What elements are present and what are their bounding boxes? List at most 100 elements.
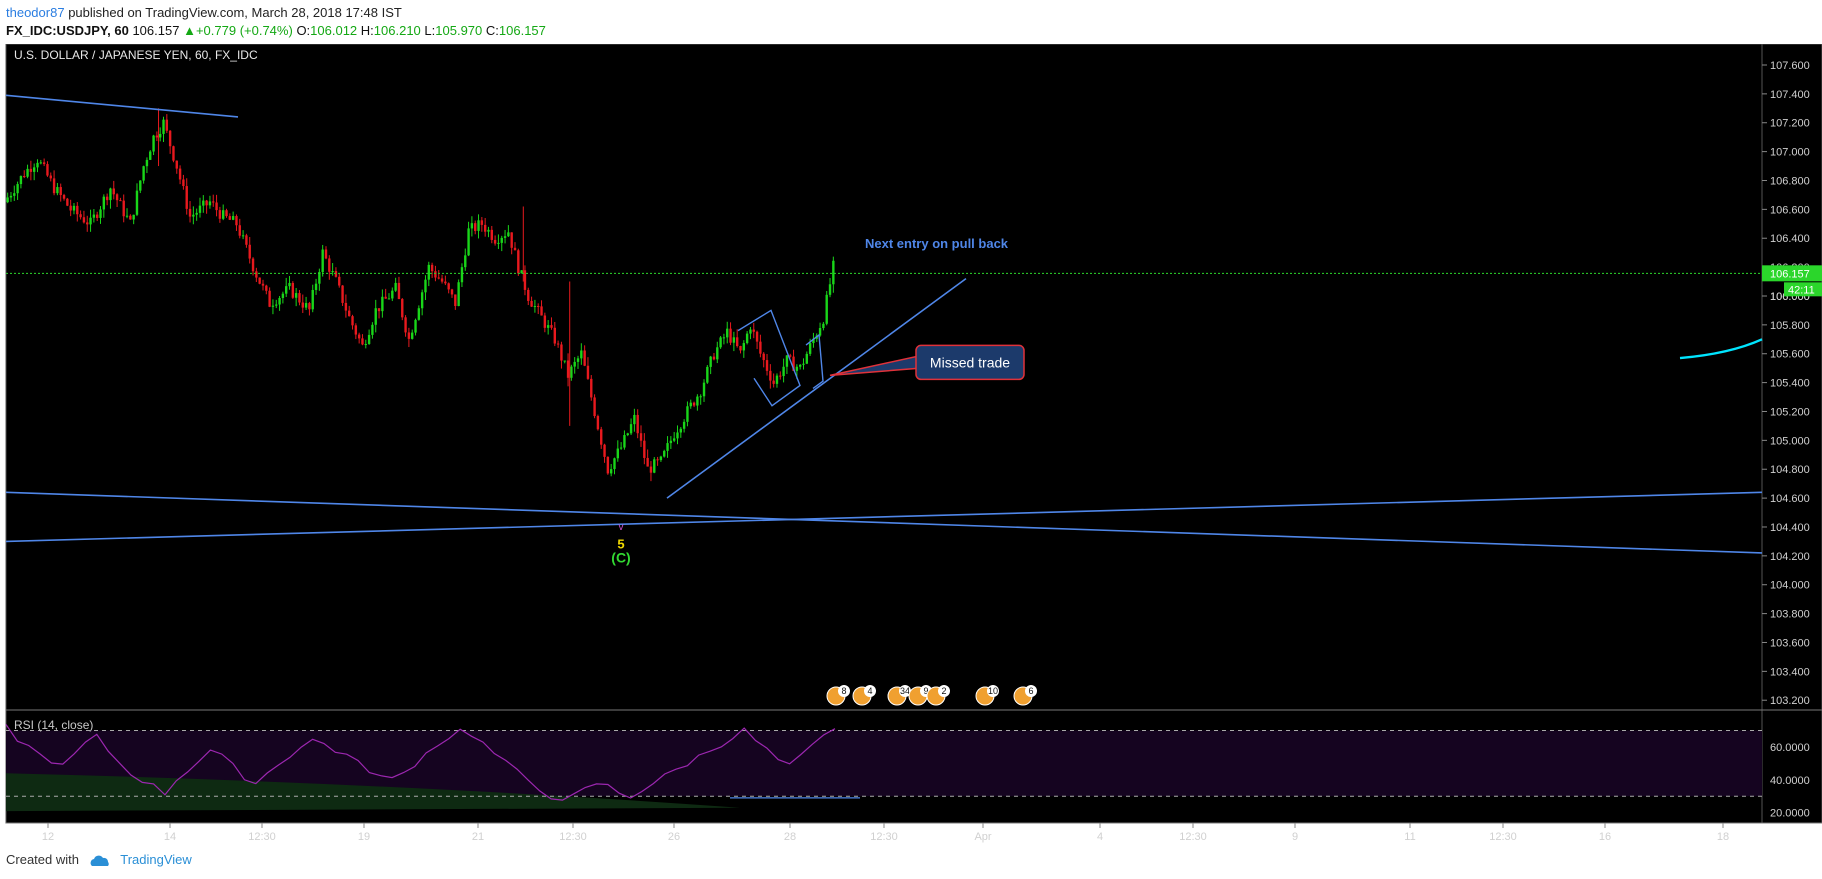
- candle-body: [248, 244, 251, 259]
- candle-body: [533, 305, 537, 307]
- candle-body: [231, 216, 235, 220]
- candle-body: [351, 316, 354, 326]
- candle-body: [719, 337, 722, 348]
- candle-body: [271, 305, 275, 307]
- trendline: [5, 94, 239, 118]
- high-label: H:: [360, 23, 374, 38]
- candle-body: [281, 293, 285, 299]
- event-count-bubble: [899, 685, 911, 697]
- candle-body: [205, 200, 208, 206]
- last-price-label: 106.157: [1770, 268, 1810, 280]
- low-value: 105.970: [435, 23, 483, 38]
- candle-body: [765, 360, 769, 371]
- candle-body: [616, 448, 620, 459]
- candle-body: [357, 334, 361, 339]
- candle-body: [729, 328, 732, 343]
- candle-body: [158, 133, 162, 138]
- cyan-curve: [1679, 338, 1763, 360]
- candle-body: [255, 271, 258, 278]
- y-axis: 107.600 107.400 107.200 107.000 106.800 106.6…: [1762, 60, 1822, 707]
- candle-body: [596, 416, 600, 430]
- candle-body: [195, 212, 198, 215]
- trendline: [666, 278, 967, 499]
- candle-body: [139, 180, 142, 191]
- candle-body: [639, 433, 643, 441]
- candle-body: [643, 440, 646, 458]
- candle-body: [46, 164, 49, 176]
- publish-info: theodor87 published on TradingView.com, …: [6, 5, 402, 20]
- candle-body: [258, 277, 261, 284]
- candle-body: [424, 279, 427, 293]
- candle-body: [125, 215, 129, 217]
- candle-body: [401, 299, 404, 318]
- candle-body: [570, 366, 573, 378]
- candle-body: [407, 332, 411, 339]
- candle-body: [805, 353, 809, 364]
- y-tick-label: 107.200: [1770, 118, 1810, 130]
- candle-body: [775, 375, 779, 384]
- candle-body: [331, 271, 334, 273]
- candle-body: [629, 424, 633, 434]
- candle-body: [89, 217, 92, 225]
- candle-body: [600, 429, 603, 445]
- x-tick-label: 12:30: [559, 831, 587, 843]
- y-tick-label: 103.400: [1770, 666, 1810, 678]
- y-tick-label: 104.200: [1770, 551, 1810, 563]
- candle-body: [291, 282, 295, 298]
- candle-body: [192, 214, 195, 217]
- candle-body: [109, 188, 112, 201]
- candle-body: [261, 283, 265, 286]
- candle-body: [663, 450, 666, 457]
- candle-body: [9, 195, 13, 198]
- countdown-tag: [1784, 282, 1822, 297]
- candle-body: [576, 358, 580, 362]
- chart-area[interactable]: Next entry on pull back Missed trade v 5(C)…: [0, 44, 1822, 843]
- candle-body: [692, 402, 696, 406]
- candle-body: [513, 247, 517, 251]
- rsi-pane: [5, 724, 1762, 812]
- rsi-axis: 60.0000 40.0000 20.0000: [1770, 742, 1810, 820]
- x-tick-label: 12: [42, 831, 54, 843]
- candle-body: [792, 356, 795, 371]
- candle-body: [593, 397, 596, 417]
- candle-body: [314, 283, 318, 290]
- candle-body: [649, 466, 653, 473]
- candle-body: [36, 162, 39, 168]
- candle-body: [782, 366, 785, 377]
- candles: [6, 108, 1762, 482]
- candle-body: [460, 267, 464, 283]
- rsi-tick-label: 60.0000: [1770, 742, 1810, 754]
- chart-title: U.S. DOLLAR / JAPANESE YEN, 60, FX_IDC: [14, 48, 258, 62]
- last-price: 106.157: [132, 23, 180, 38]
- candle-body: [95, 214, 99, 218]
- candle-body: [603, 444, 606, 457]
- candle-body: [218, 210, 222, 219]
- candle-body: [301, 302, 304, 308]
- candle-body: [546, 325, 550, 328]
- x-tick-label: 9: [1292, 831, 1298, 843]
- y-tick-label: 104.400: [1770, 522, 1810, 534]
- candle-body: [808, 343, 812, 354]
- trendline: [5, 491, 1763, 554]
- published-text: published on TradingView.com, March 28, …: [68, 5, 402, 20]
- candle-body: [364, 343, 367, 345]
- candle-body: [795, 366, 799, 371]
- candle-body: [185, 186, 188, 209]
- candle-body: [115, 194, 119, 201]
- price-scale[interactable]: [1761, 44, 1822, 824]
- candle-body: [709, 356, 712, 367]
- x-tick-label: 19: [358, 831, 370, 843]
- candle-body: [182, 179, 185, 187]
- candle-body: [374, 308, 377, 325]
- x-tick-label: 12:30: [1489, 831, 1517, 843]
- candle-body: [590, 378, 593, 398]
- candle-body: [384, 296, 387, 299]
- author-link[interactable]: theodor87: [6, 5, 65, 20]
- candle-body: [785, 355, 789, 367]
- candle-body: [464, 255, 467, 268]
- candle-body: [503, 236, 507, 238]
- candle-body: [105, 196, 109, 201]
- tradingview-link[interactable]: TradingView: [120, 852, 192, 867]
- candle-body: [832, 260, 835, 285]
- candle-body: [798, 364, 802, 367]
